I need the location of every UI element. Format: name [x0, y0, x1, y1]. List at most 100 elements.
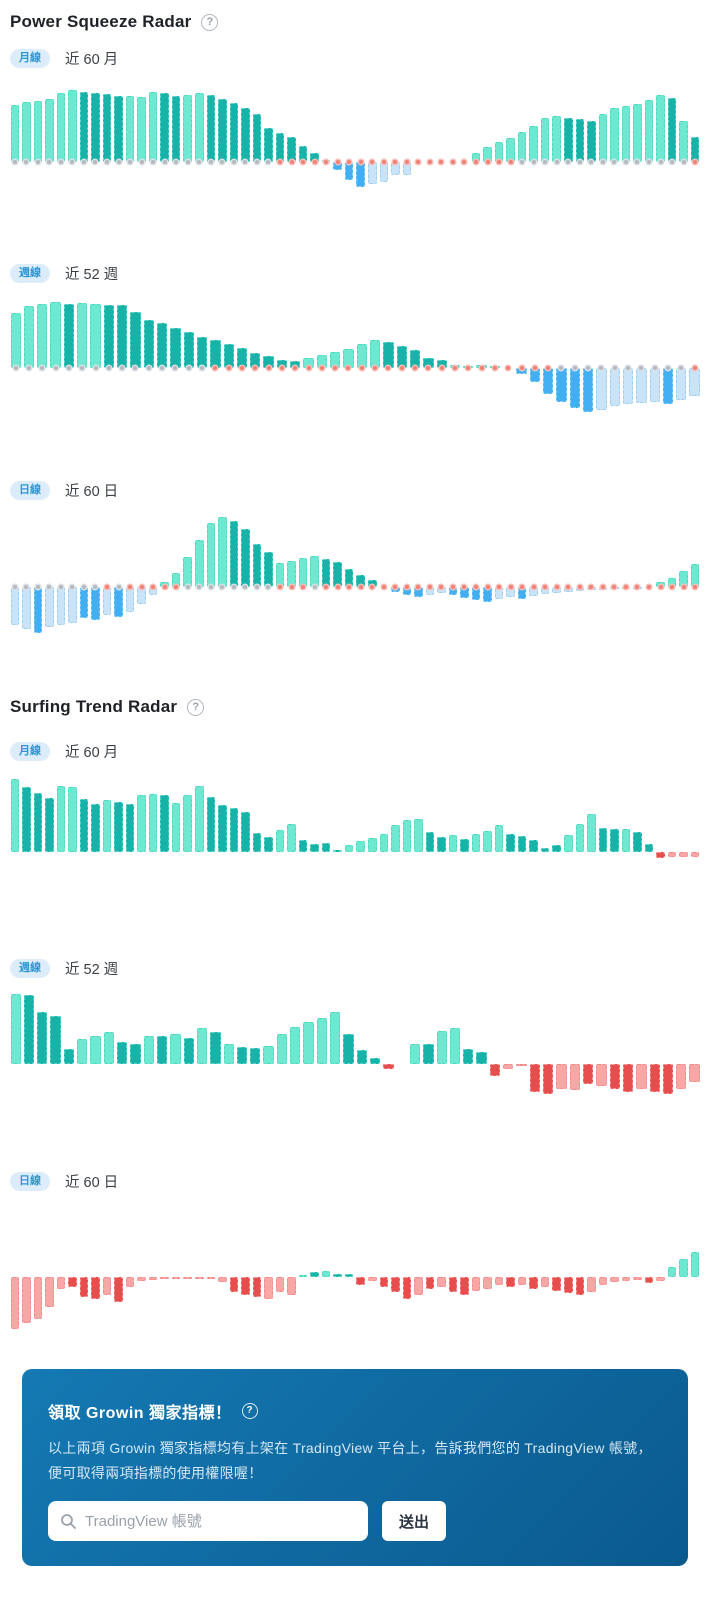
bar [183, 1038, 194, 1064]
signal-dot [333, 366, 338, 370]
signal-dot [404, 585, 409, 589]
bar [662, 1064, 674, 1094]
bar [379, 1277, 389, 1287]
bar-slot [264, 1250, 274, 1331]
bar-slot [503, 300, 514, 414]
bar-slot [552, 777, 562, 860]
page: Power Squeeze Radar ? 月線 近 60 月 週線 近 52 … [0, 12, 710, 1566]
help-icon[interactable]: ? [201, 13, 219, 31]
bar [137, 795, 146, 852]
bar [102, 94, 112, 162]
baseline-dot [679, 366, 684, 370]
bar [275, 1277, 285, 1292]
bar-slot [68, 88, 78, 190]
bar [45, 798, 54, 852]
bar [156, 323, 168, 368]
baseline-dot [586, 366, 591, 370]
bar [633, 104, 642, 162]
bar-slot [414, 515, 424, 635]
submit-button[interactable]: 送出 [382, 1501, 447, 1541]
bar-slot [437, 777, 447, 860]
bar-slot [310, 515, 320, 635]
bar-slot [102, 88, 112, 190]
help-icon[interactable]: ? [241, 1403, 258, 1419]
bar-slot [529, 515, 539, 635]
signal-dot [439, 160, 444, 164]
bar-slot [425, 515, 435, 635]
signal-dot [426, 366, 431, 370]
signal-dot [393, 160, 398, 164]
bar-slot [369, 300, 381, 414]
bar-slot [250, 300, 261, 414]
bar [206, 95, 216, 162]
bar-slot [56, 515, 66, 635]
bar-slot [275, 515, 285, 635]
bar-slot [206, 88, 216, 190]
bar-slot [367, 777, 377, 860]
bar [218, 805, 227, 852]
bar [391, 1277, 400, 1292]
bar-slot [91, 88, 101, 190]
bar-slot [391, 515, 401, 635]
bar-slot [448, 515, 458, 635]
bar [114, 587, 123, 617]
bar [587, 1277, 596, 1292]
bar-slot [471, 88, 481, 190]
signal-dot [508, 160, 513, 164]
bar-slot [344, 88, 354, 190]
baseline-dot [626, 366, 631, 370]
bar-slot [160, 88, 170, 190]
period-label: 近 52 週 [65, 267, 119, 283]
bar-slot [63, 992, 75, 1096]
bar-slot [10, 1250, 20, 1331]
bar [143, 320, 154, 368]
tradingview-account-field[interactable] [48, 1501, 368, 1541]
bar [241, 1277, 250, 1295]
signal-dot [439, 585, 444, 589]
help-icon[interactable]: ? [187, 698, 205, 716]
bar-slot [263, 992, 274, 1096]
signal-dot [373, 366, 378, 370]
baseline-dot [162, 160, 167, 164]
str-daily-chart [10, 1250, 700, 1331]
signal-dot [386, 366, 391, 370]
bar-slot [409, 992, 421, 1096]
baseline-dot [652, 366, 657, 370]
bar-slot [644, 88, 654, 190]
bar [569, 368, 580, 408]
bar-slot [183, 1250, 193, 1331]
bar [33, 587, 43, 633]
bar-slot [50, 300, 61, 414]
bar [241, 108, 250, 162]
bar-slot [114, 88, 124, 190]
bar-slot [448, 1250, 458, 1331]
signal-dot [293, 366, 298, 370]
bar-slot [330, 992, 341, 1096]
signal-dot [658, 585, 663, 589]
bar [644, 1277, 654, 1283]
baseline-dot [220, 160, 225, 164]
baseline-dot [70, 585, 75, 589]
bar-slot [344, 515, 354, 635]
baseline-dot [599, 366, 604, 370]
bar-slot [264, 777, 274, 860]
bar-slot [275, 88, 285, 190]
bar [596, 368, 607, 410]
bar-slot [298, 777, 308, 860]
bar [206, 523, 216, 587]
bar [45, 99, 54, 162]
bar [517, 132, 527, 162]
bar-slot [137, 1250, 147, 1331]
bar-slot [667, 88, 677, 190]
bar-slot [10, 88, 20, 190]
bar-slot [463, 992, 474, 1096]
signal-dot [306, 366, 311, 370]
bar [23, 306, 35, 368]
bar-slot [195, 515, 205, 635]
bar-slot [529, 300, 540, 414]
baseline-dot [220, 585, 225, 589]
bar-slot [636, 300, 647, 414]
tradingview-account-input[interactable] [85, 1512, 356, 1530]
bar-slot [130, 992, 141, 1096]
bar-slot [517, 88, 527, 190]
